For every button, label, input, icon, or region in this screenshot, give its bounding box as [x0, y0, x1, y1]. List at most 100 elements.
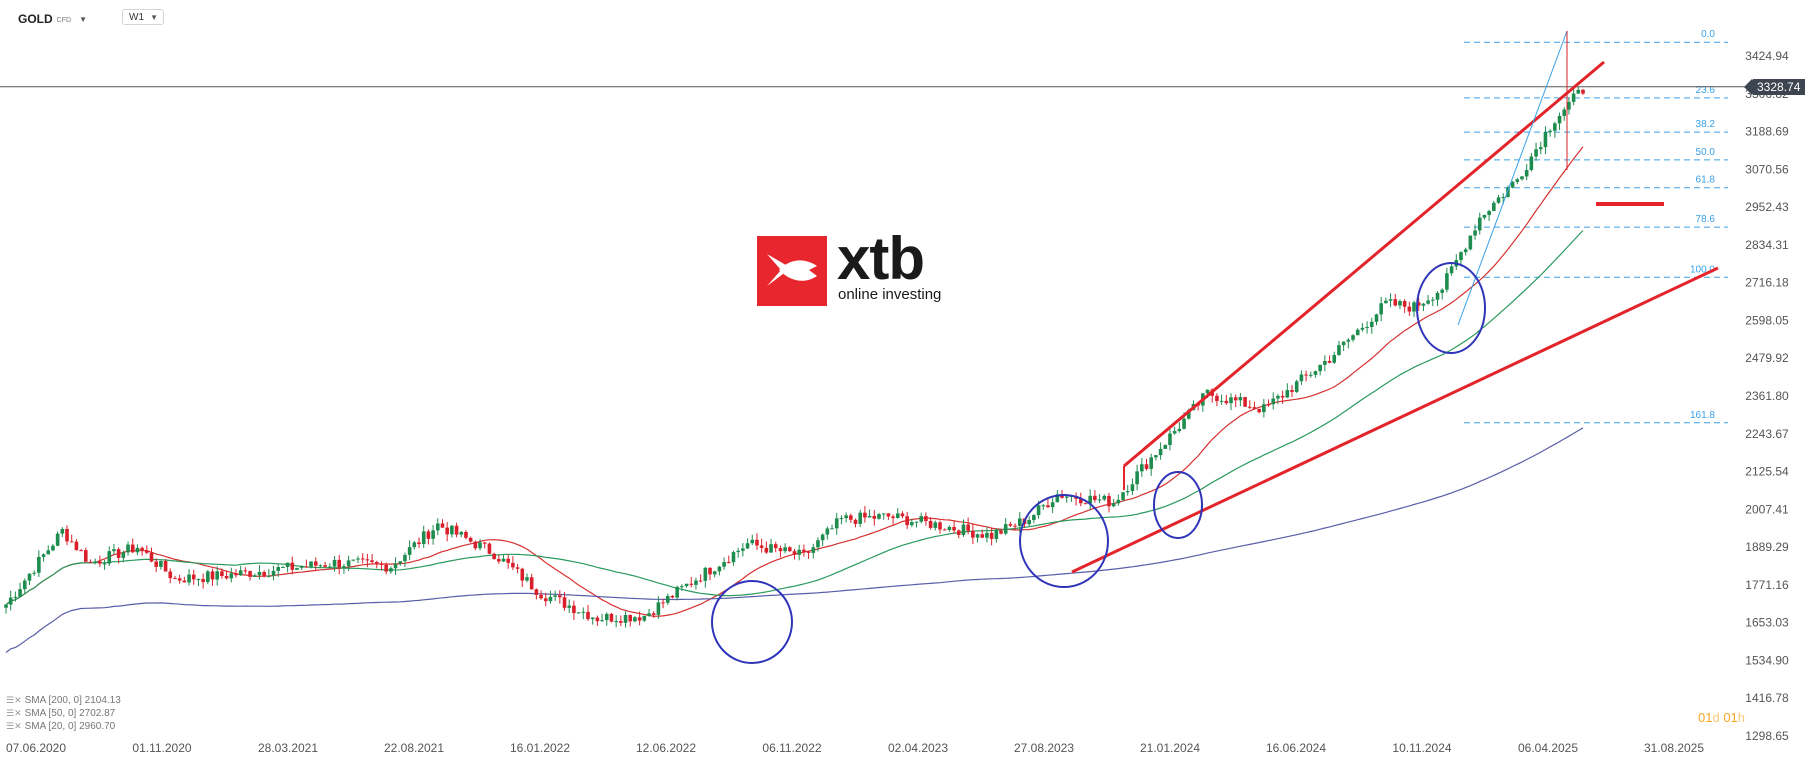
candle-body	[1520, 176, 1524, 180]
candle-body	[553, 595, 557, 597]
candle-body	[806, 551, 811, 553]
candle-body	[867, 515, 872, 518]
candle-body	[1445, 273, 1449, 290]
y-tick-label: 1534.90	[1745, 653, 1789, 667]
candle-body	[600, 620, 604, 622]
highlight-circle	[711, 580, 793, 664]
candle-body	[1374, 314, 1379, 322]
candle-body	[1426, 300, 1430, 304]
candle-body	[1379, 303, 1383, 315]
candle-body	[69, 541, 74, 543]
settings-icon[interactable]: ☰✕	[6, 695, 22, 705]
candle-body	[614, 621, 618, 623]
candle-body	[1506, 187, 1510, 197]
candle-body	[1140, 464, 1144, 472]
candle-body	[788, 547, 792, 552]
candle-body	[370, 560, 374, 562]
candle-body	[83, 550, 88, 562]
candle-body	[243, 570, 248, 572]
candle-body	[1182, 418, 1186, 429]
candle-body	[1421, 303, 1426, 306]
candle-body	[1398, 301, 1402, 306]
candle-body	[487, 543, 492, 554]
candle-body	[844, 515, 848, 519]
candle-body	[281, 566, 285, 568]
candle-body	[1079, 498, 1083, 504]
annotations	[711, 30, 1719, 664]
fib-label: 23.6	[1696, 85, 1716, 96]
settings-icon[interactable]: ☰✕	[6, 708, 22, 718]
x-tick-label: 31.08.2025	[1644, 741, 1704, 755]
candle-body	[971, 530, 975, 538]
candle-body	[1083, 503, 1088, 505]
candle-body	[276, 567, 281, 571]
candle-body	[1557, 115, 1562, 124]
candle-body	[651, 613, 656, 615]
candle-body	[149, 552, 154, 562]
bar-countdown: 01d 01h	[1698, 710, 1745, 725]
candle-body	[1238, 397, 1243, 401]
fib-label: 161.8	[1690, 410, 1715, 421]
chevron-down-icon[interactable]: ▼	[79, 14, 87, 24]
candle-body	[1388, 299, 1393, 301]
candle-body	[182, 580, 187, 583]
trendline-lower	[1071, 266, 1719, 574]
candle-body	[820, 534, 825, 541]
x-axis: 07.06.2020 01.11.2020 28.03.2021 22.08.2021…	[6, 741, 1704, 755]
candle-body	[257, 572, 262, 576]
y-tick-label: 2361.80	[1745, 389, 1789, 403]
y-tick-label: 2243.67	[1745, 427, 1789, 441]
candle-body	[1463, 249, 1468, 253]
y-tick-label: 3070.56	[1745, 162, 1789, 176]
candle-body	[1111, 503, 1116, 507]
candle-body	[797, 549, 801, 555]
chevron-down-icon[interactable]: ▼	[150, 12, 158, 22]
candle-body	[191, 574, 196, 580]
x-tick-label: 28.03.2021	[258, 741, 318, 755]
candle-body	[220, 571, 224, 577]
candle-body	[126, 544, 130, 553]
candle-body	[299, 566, 304, 568]
candle-body	[1393, 299, 1398, 306]
candle-body	[4, 604, 8, 608]
candle-body	[1318, 364, 1322, 372]
candle-body	[445, 527, 449, 535]
candle-body	[689, 583, 694, 585]
fib-label: 0.0	[1701, 29, 1715, 40]
x-tick-label: 02.04.2023	[888, 741, 948, 755]
candle-body	[1416, 302, 1421, 306]
candle-body	[1562, 109, 1567, 116]
candle-body	[393, 563, 398, 569]
candle-body	[1548, 130, 1552, 133]
legend-item[interactable]: ☰✕ SMA [200, 0] 2104.13	[6, 694, 121, 707]
timeframe-selector[interactable]: W1 ▼	[122, 9, 164, 25]
candle-body	[811, 547, 816, 553]
candle-body	[1154, 455, 1158, 458]
candle-body	[619, 621, 623, 623]
candle-body	[1294, 381, 1299, 392]
y-tick-label: 2834.31	[1745, 238, 1789, 252]
symbol-selector[interactable]: GOLD CFD ▼	[18, 9, 87, 29]
settings-icon[interactable]: ☰✕	[6, 721, 22, 731]
legend-item[interactable]: ☰✕ SMA [20, 0] 2960.70	[6, 720, 121, 733]
candle-body	[1576, 89, 1581, 94]
candle-body	[534, 589, 539, 595]
candle-body	[863, 512, 867, 518]
candle-body	[145, 550, 149, 553]
legend-item[interactable]: ☰✕ SMA [50, 0] 2702.87	[6, 707, 121, 720]
candle-body	[1496, 197, 1501, 203]
candle-body	[726, 562, 731, 564]
x-tick-label: 22.08.2021	[384, 741, 444, 755]
candle-body	[952, 526, 956, 531]
candle-body	[1247, 406, 1252, 408]
candle-body	[1050, 502, 1055, 508]
xtb-logo-tagline: online investing	[838, 286, 942, 303]
legend-value: 2960.70	[79, 721, 116, 732]
candle-body	[1186, 410, 1191, 419]
candle-body	[623, 615, 628, 623]
candle-body	[248, 571, 252, 577]
y-tick-label: 2007.41	[1745, 502, 1789, 516]
candle-body	[722, 562, 726, 567]
candle-body	[313, 561, 318, 566]
